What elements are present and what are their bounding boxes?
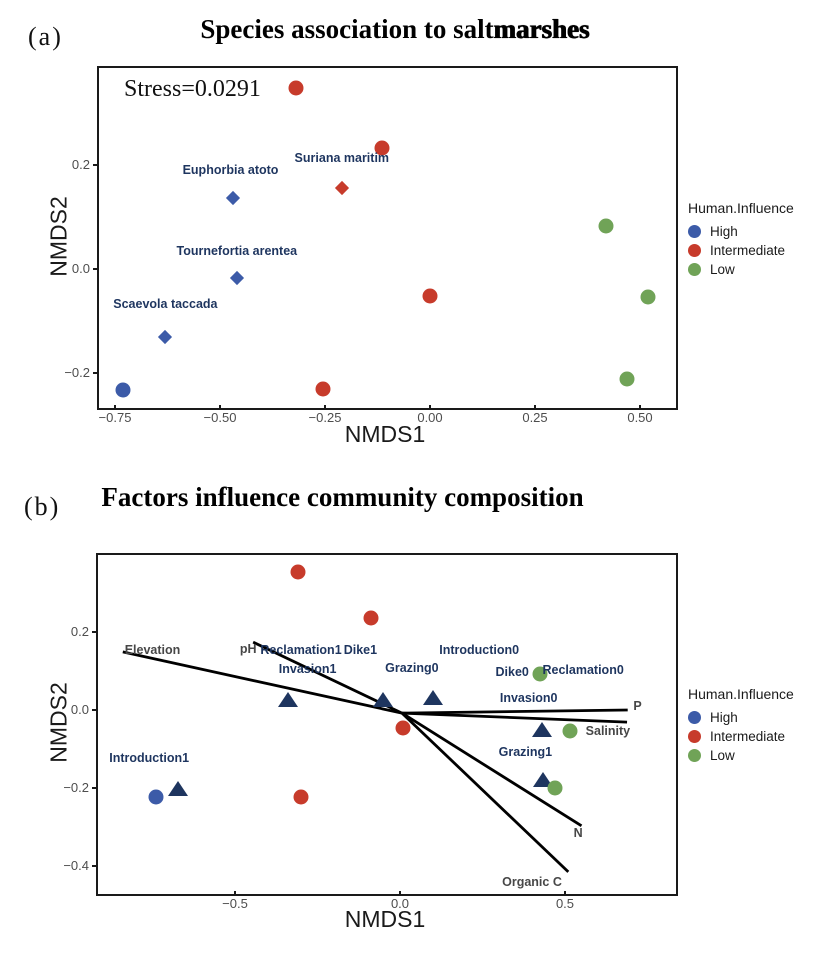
panel-b-yaxis-title: NMDS2 bbox=[45, 682, 72, 763]
panel-a-title-main: Species association to salt bbox=[200, 14, 494, 44]
x-tick-label: −0.75 bbox=[98, 410, 132, 425]
legend-dot-high bbox=[688, 711, 701, 724]
panel-b-plot-frame bbox=[96, 553, 678, 896]
x-tick-label: 0.25 bbox=[522, 410, 548, 425]
legend-dot-intermediate bbox=[688, 244, 701, 257]
panel-a-title-heavy: marshes bbox=[493, 14, 590, 44]
legend-item-label: High bbox=[710, 710, 738, 725]
legend-dot-high bbox=[688, 225, 701, 238]
legend-dot-low bbox=[688, 749, 701, 762]
legend-item-low: Low bbox=[688, 262, 794, 277]
panel-a-tag: (a) bbox=[28, 22, 63, 51]
legend-item-high: High bbox=[688, 224, 794, 239]
panel-a-plot-frame bbox=[97, 66, 678, 410]
legend-dot-low bbox=[688, 263, 701, 276]
stress-annotation: Stress=0.0291 bbox=[124, 76, 261, 102]
panel-a-yaxis-title: NMDS2 bbox=[45, 196, 72, 277]
panel-b-tag: (b) bbox=[24, 492, 61, 521]
y-tick-label: 0.2 bbox=[70, 624, 89, 639]
legend-b: Human.Influence High Intermediate Low bbox=[688, 686, 794, 767]
legend-item-label: Intermediate bbox=[710, 243, 786, 258]
y-tick-label: −0.2 bbox=[64, 365, 90, 381]
legend-title: Human.Influence bbox=[688, 686, 794, 702]
panel-b-title: Factors influence community composition bbox=[101, 482, 584, 512]
legend-item-label: High bbox=[710, 224, 738, 239]
panel-b-xaxis-title: NMDS1 bbox=[344, 906, 426, 932]
y-tick-label: −0.4 bbox=[63, 858, 89, 873]
legend-item-low: Low bbox=[688, 748, 794, 763]
y-tick-label: 0.2 bbox=[71, 156, 90, 172]
x-tick-label: 0.5 bbox=[555, 896, 575, 911]
panel-a-title: Species association to saltmarshes bbox=[135, 14, 655, 45]
x-tick-label: 0.50 bbox=[627, 410, 653, 425]
legend-dot-intermediate bbox=[688, 730, 701, 743]
legend-item-label: Intermediate bbox=[710, 729, 786, 744]
x-tick-label: −0.5 bbox=[222, 896, 248, 911]
legend-a: Human.Influence High Intermediate Low bbox=[688, 200, 794, 281]
legend-item-intermediate: Intermediate bbox=[688, 243, 794, 258]
x-tick-label: −0.50 bbox=[203, 410, 237, 425]
legend-item-high: High bbox=[688, 710, 794, 725]
legend-item-label: Low bbox=[710, 748, 735, 763]
legend-title: Human.Influence bbox=[688, 200, 794, 216]
panel-a-xaxis-title: NMDS1 bbox=[344, 421, 426, 447]
legend-item-intermediate: Intermediate bbox=[688, 729, 794, 744]
legend-item-label: Low bbox=[710, 262, 735, 277]
